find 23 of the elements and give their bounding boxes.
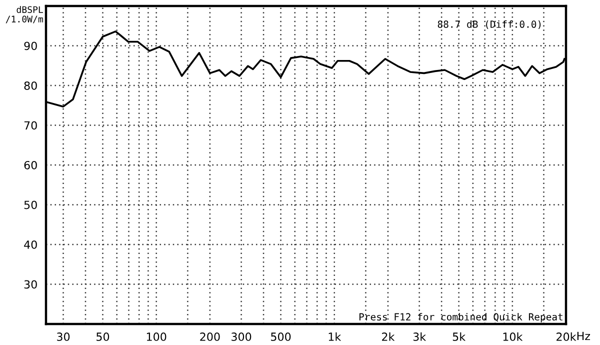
y-tick-label: 60 [24, 160, 37, 170]
y-tick-label: 80 [24, 81, 37, 90]
x-tick-label: 30 [57, 332, 70, 341]
y-tick-label: 30 [24, 280, 37, 289]
y-tick-label: 70 [24, 121, 37, 130]
x-tick-label: 10k [503, 332, 523, 341]
x-tick-label: 3k [413, 332, 426, 341]
y-tick-label: 50 [24, 200, 37, 210]
x-tick-label: 500 [271, 332, 291, 341]
x-tick-label: 100 [146, 332, 166, 341]
x-tick-label: 5k [452, 332, 466, 341]
annotation: 88.7 dB (Diff:0.0) [438, 20, 541, 30]
annotation: Press F12 for combined Quick Repeat [359, 313, 562, 322]
y-tick-label: 90 [24, 42, 37, 50]
x-axis-title: Hz [577, 332, 590, 340]
x-tick-label: 2k [382, 332, 395, 341]
x-tick-label: 20k [556, 332, 576, 341]
x-tick-label: 300 [232, 332, 252, 341]
y-tick-label: 40 [24, 240, 37, 249]
y-axis-title: dBSPL /1.0W/m [6, 6, 43, 24]
x-tick-label: 50 [96, 332, 110, 341]
x-tick-label: 200 [200, 332, 220, 341]
x-tick-label: 1k [328, 332, 342, 341]
